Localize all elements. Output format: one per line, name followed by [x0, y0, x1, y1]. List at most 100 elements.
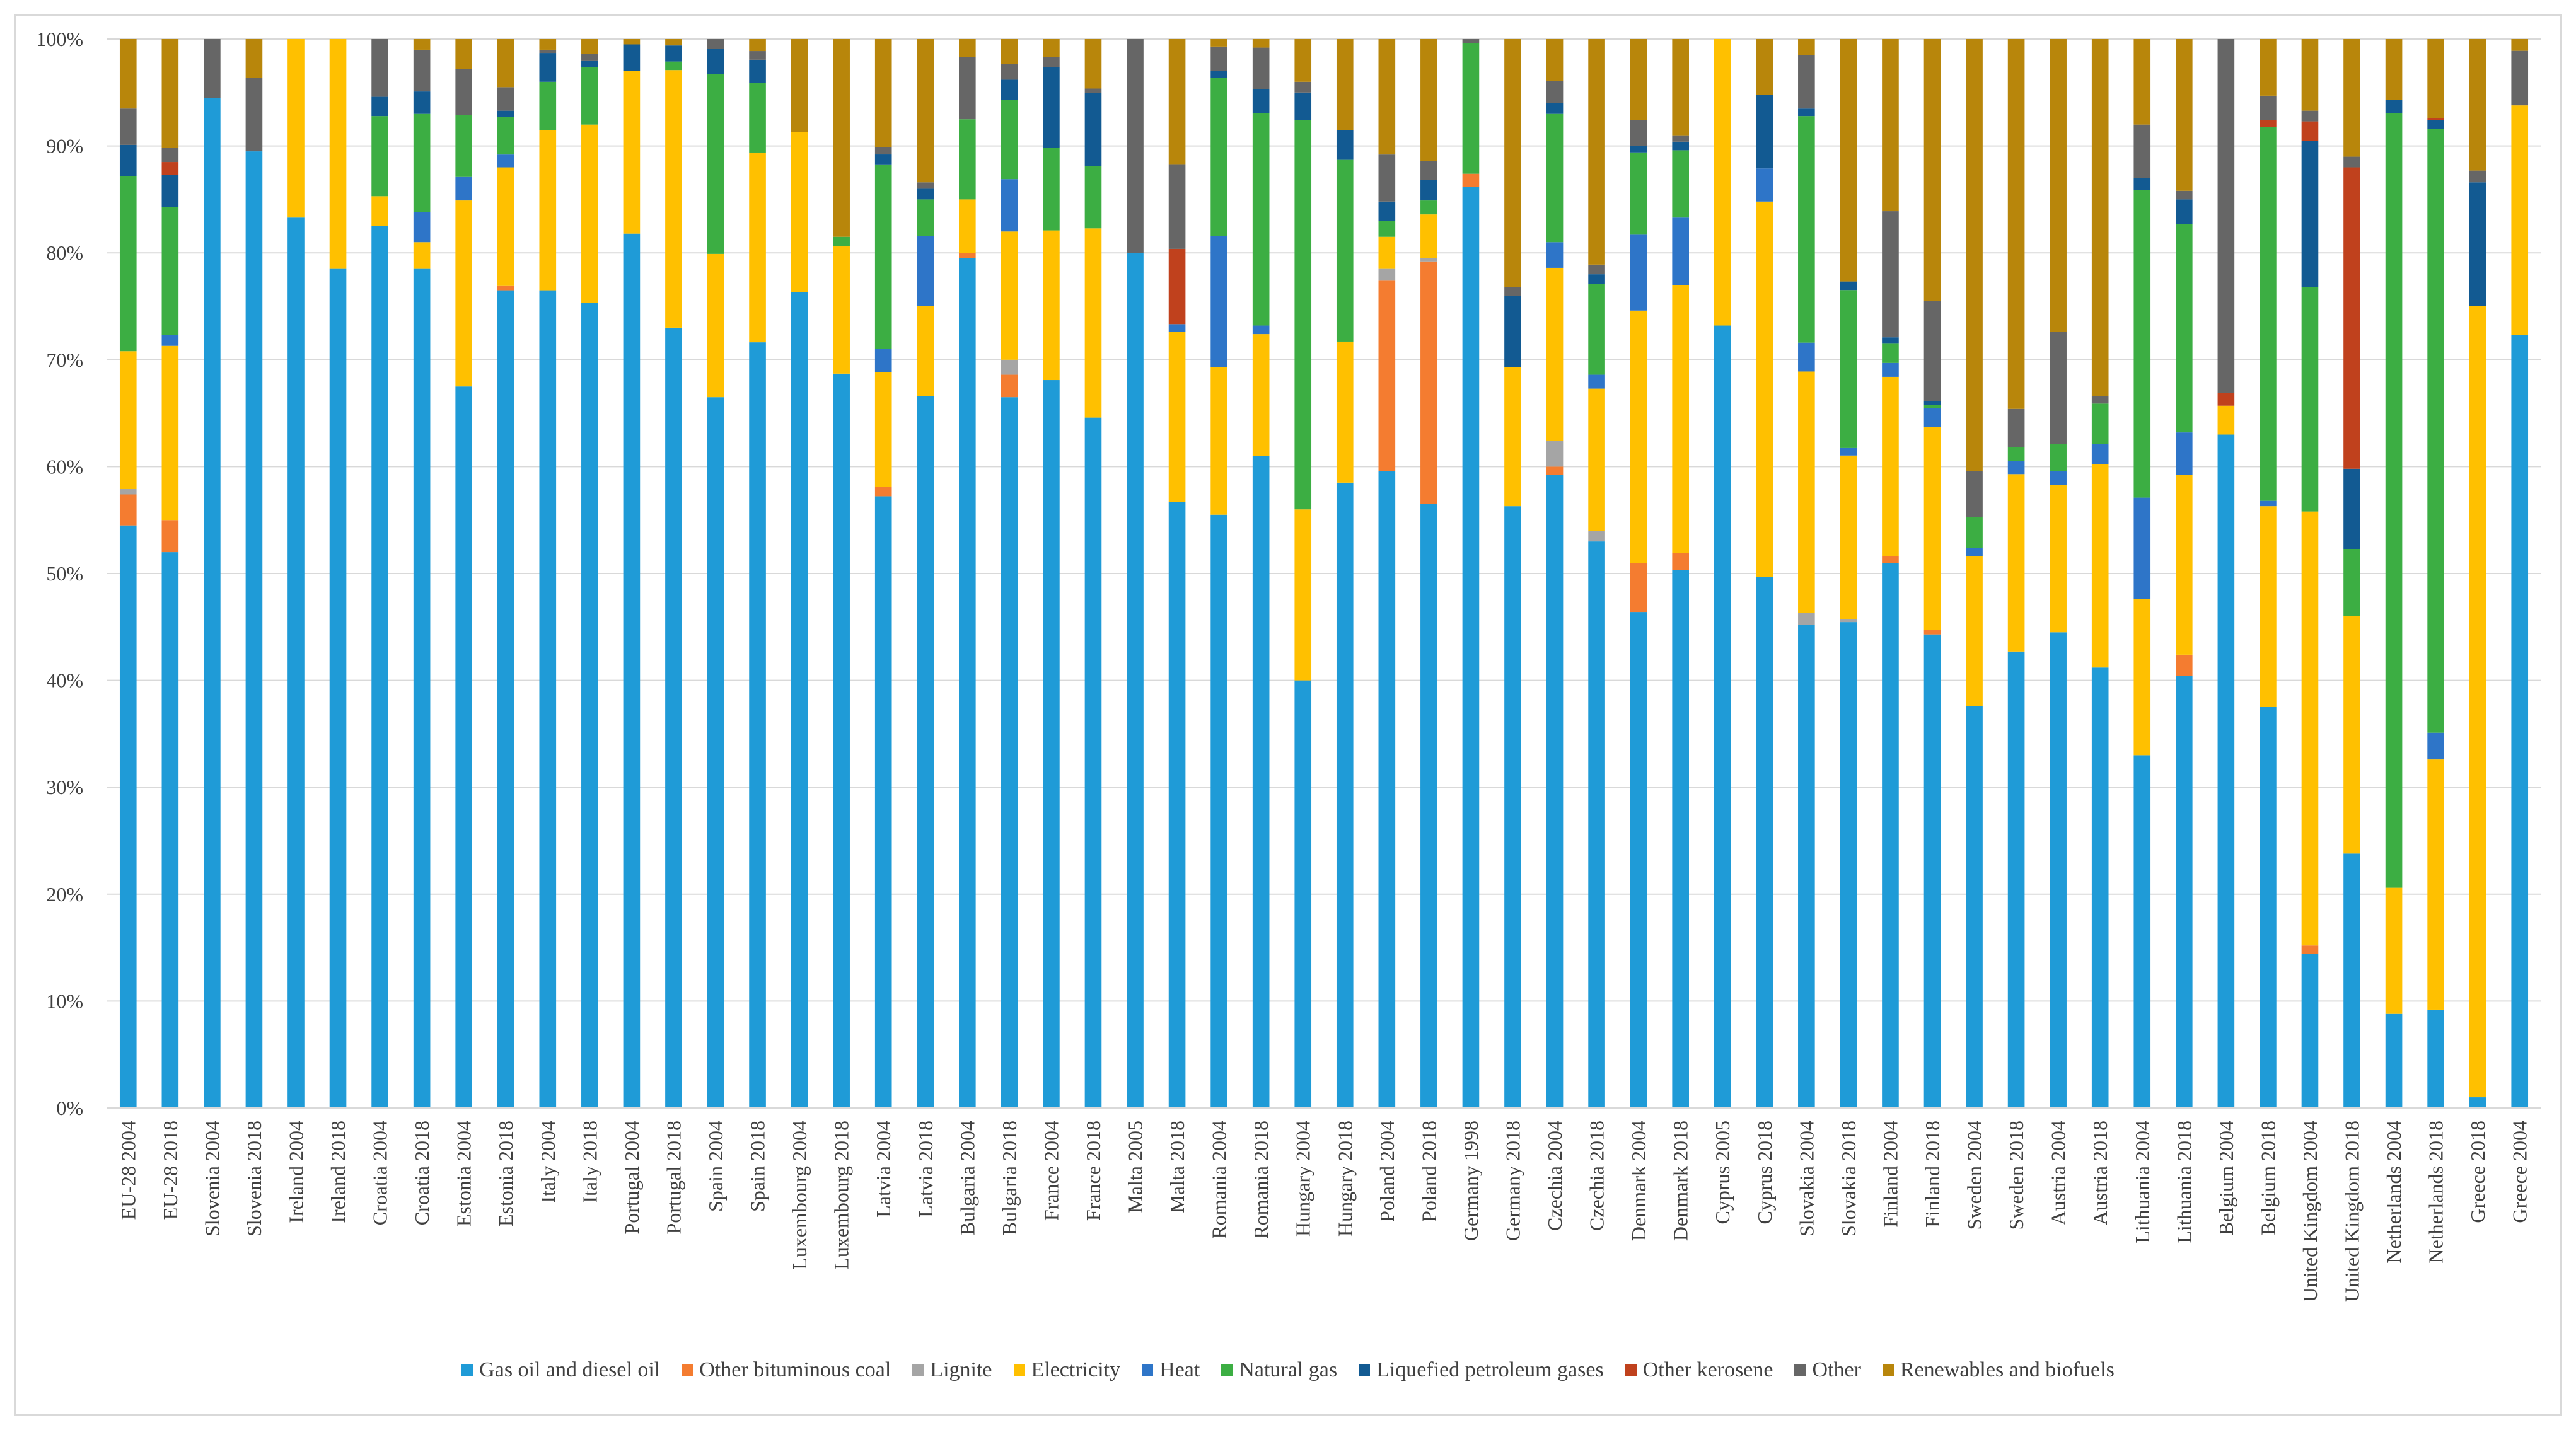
y-tick-label: 80% — [46, 241, 83, 264]
bar-segment — [1923, 427, 1941, 630]
bar-segment — [1546, 39, 1564, 81]
bar-segment — [2385, 113, 2403, 888]
bar-segment — [959, 119, 976, 200]
x-category-label: Romania 2018 — [1250, 1121, 1272, 1239]
bar-segment — [2385, 887, 2403, 1014]
bar-segment — [1546, 475, 1564, 1108]
bar-segment — [1798, 108, 1815, 117]
bar-segment — [1756, 95, 1773, 169]
x-category-label: Slovakia 2018 — [1837, 1121, 1860, 1237]
bar-segment — [1043, 380, 1060, 1109]
bar-segment — [1294, 39, 1312, 82]
bar-segment — [161, 175, 179, 207]
bar-segment — [1672, 150, 1689, 218]
bar-segment — [874, 164, 892, 350]
bar-segment — [2050, 332, 2067, 444]
x-category-label: Germany 1998 — [1459, 1121, 1482, 1241]
x-category-label: Poland 2018 — [1417, 1121, 1440, 1222]
bars — [119, 39, 2529, 1109]
bar-segment — [1923, 405, 1941, 408]
bar-segment — [1630, 120, 1647, 146]
bar-segment — [1798, 625, 1815, 1108]
bar-segment — [2427, 129, 2444, 733]
bar-segment — [1588, 388, 1605, 531]
x-category-label: Lithuania 2004 — [2131, 1121, 2154, 1243]
x-category-label: Greece 2004 — [2509, 1121, 2531, 1223]
bar-segment — [2511, 105, 2529, 335]
bar-segment — [1966, 39, 1983, 471]
bar-segment — [1672, 553, 1689, 570]
bar-segment — [1001, 374, 1018, 398]
bar-segment — [1923, 634, 1941, 1108]
x-category-label: Latvia 2018 — [914, 1121, 937, 1218]
y-tick-label: 40% — [46, 669, 83, 692]
x-category-label: Malta 2018 — [1166, 1121, 1188, 1213]
bar-segment — [2260, 95, 2277, 120]
bar-segment — [917, 236, 934, 306]
y-tick-label: 60% — [46, 455, 83, 478]
bar-segment — [1168, 164, 1186, 249]
bar-segment — [833, 373, 850, 1108]
bar-segment — [1630, 612, 1647, 1108]
x-category-label: Spain 2004 — [704, 1121, 727, 1212]
bar-segment — [1966, 556, 1983, 706]
bar-segment — [1504, 287, 1521, 296]
x-category-label: France 2004 — [1040, 1121, 1062, 1221]
bar-segment — [1588, 264, 1605, 275]
bar-segment — [1084, 88, 1102, 93]
bar-segment — [1210, 46, 1227, 71]
bar-segment — [497, 87, 514, 111]
bar-segment — [1672, 285, 1689, 553]
bar-segment — [2050, 485, 2067, 633]
x-category-label: Finland 2004 — [1879, 1121, 1901, 1228]
legend-label: Liquefied petroleum gases — [1376, 1358, 1604, 1381]
legend-item: Other bituminous coal — [682, 1358, 891, 1382]
x-category-label: Denmark 2018 — [1669, 1121, 1692, 1241]
bar-segment — [874, 372, 892, 487]
bar-segment — [1840, 39, 1857, 282]
bar-segment — [1588, 374, 1605, 389]
bar-segment — [623, 44, 641, 71]
bar-segment — [371, 226, 388, 1108]
bar-segment — [581, 303, 598, 1108]
bar-segment — [1798, 371, 1815, 613]
bar-segment — [2176, 676, 2193, 1108]
bar-segment — [1672, 141, 1689, 151]
bar-segment — [1252, 89, 1270, 113]
x-category-label: Czechia 2004 — [1543, 1121, 1566, 1231]
x-category-label: Slovenia 2018 — [243, 1121, 265, 1237]
bar-segment — [1504, 39, 1521, 287]
bar-segment — [2176, 190, 2193, 200]
bar-segment — [1420, 180, 1437, 201]
bar-segment — [1001, 359, 1018, 375]
bar-segment — [1756, 201, 1773, 577]
bar-segment — [1252, 456, 1270, 1109]
bar-segment — [749, 83, 766, 153]
bar-segment — [2217, 39, 2235, 393]
legend-item: Other — [1794, 1358, 1861, 1382]
bar-segment — [917, 396, 934, 1108]
bar-segment — [539, 49, 557, 54]
bar-segment — [1210, 39, 1227, 47]
bar-segment — [1672, 570, 1689, 1108]
x-category-label: Spain 2018 — [746, 1121, 769, 1212]
x-category-label: Austria 2004 — [2047, 1121, 2070, 1225]
bar-segment — [1001, 397, 1018, 1109]
legend-item: Gas oil and diesel oil — [461, 1358, 660, 1382]
bar-segment — [119, 351, 137, 490]
bar-segment — [1966, 706, 1983, 1108]
bar-segment — [1630, 152, 1647, 235]
bar-segment — [1084, 417, 1102, 1108]
bar-segment — [2091, 464, 2109, 668]
bar-segment — [1923, 408, 1941, 427]
bar-segment — [1798, 342, 1815, 372]
x-category-label: Bulgaria 2004 — [956, 1121, 978, 1235]
bar-segment — [2385, 100, 2403, 113]
x-category-label: Netherlands 2018 — [2425, 1121, 2447, 1264]
x-category-label: Hungary 2004 — [1292, 1121, 1314, 1237]
bar-segment — [1084, 39, 1102, 89]
x-category-label: Luxembourg 2018 — [830, 1121, 853, 1270]
x-category-label: Cyprus 2018 — [1753, 1121, 1776, 1224]
bar-segment — [1168, 248, 1186, 325]
bar-segment — [1084, 93, 1102, 166]
